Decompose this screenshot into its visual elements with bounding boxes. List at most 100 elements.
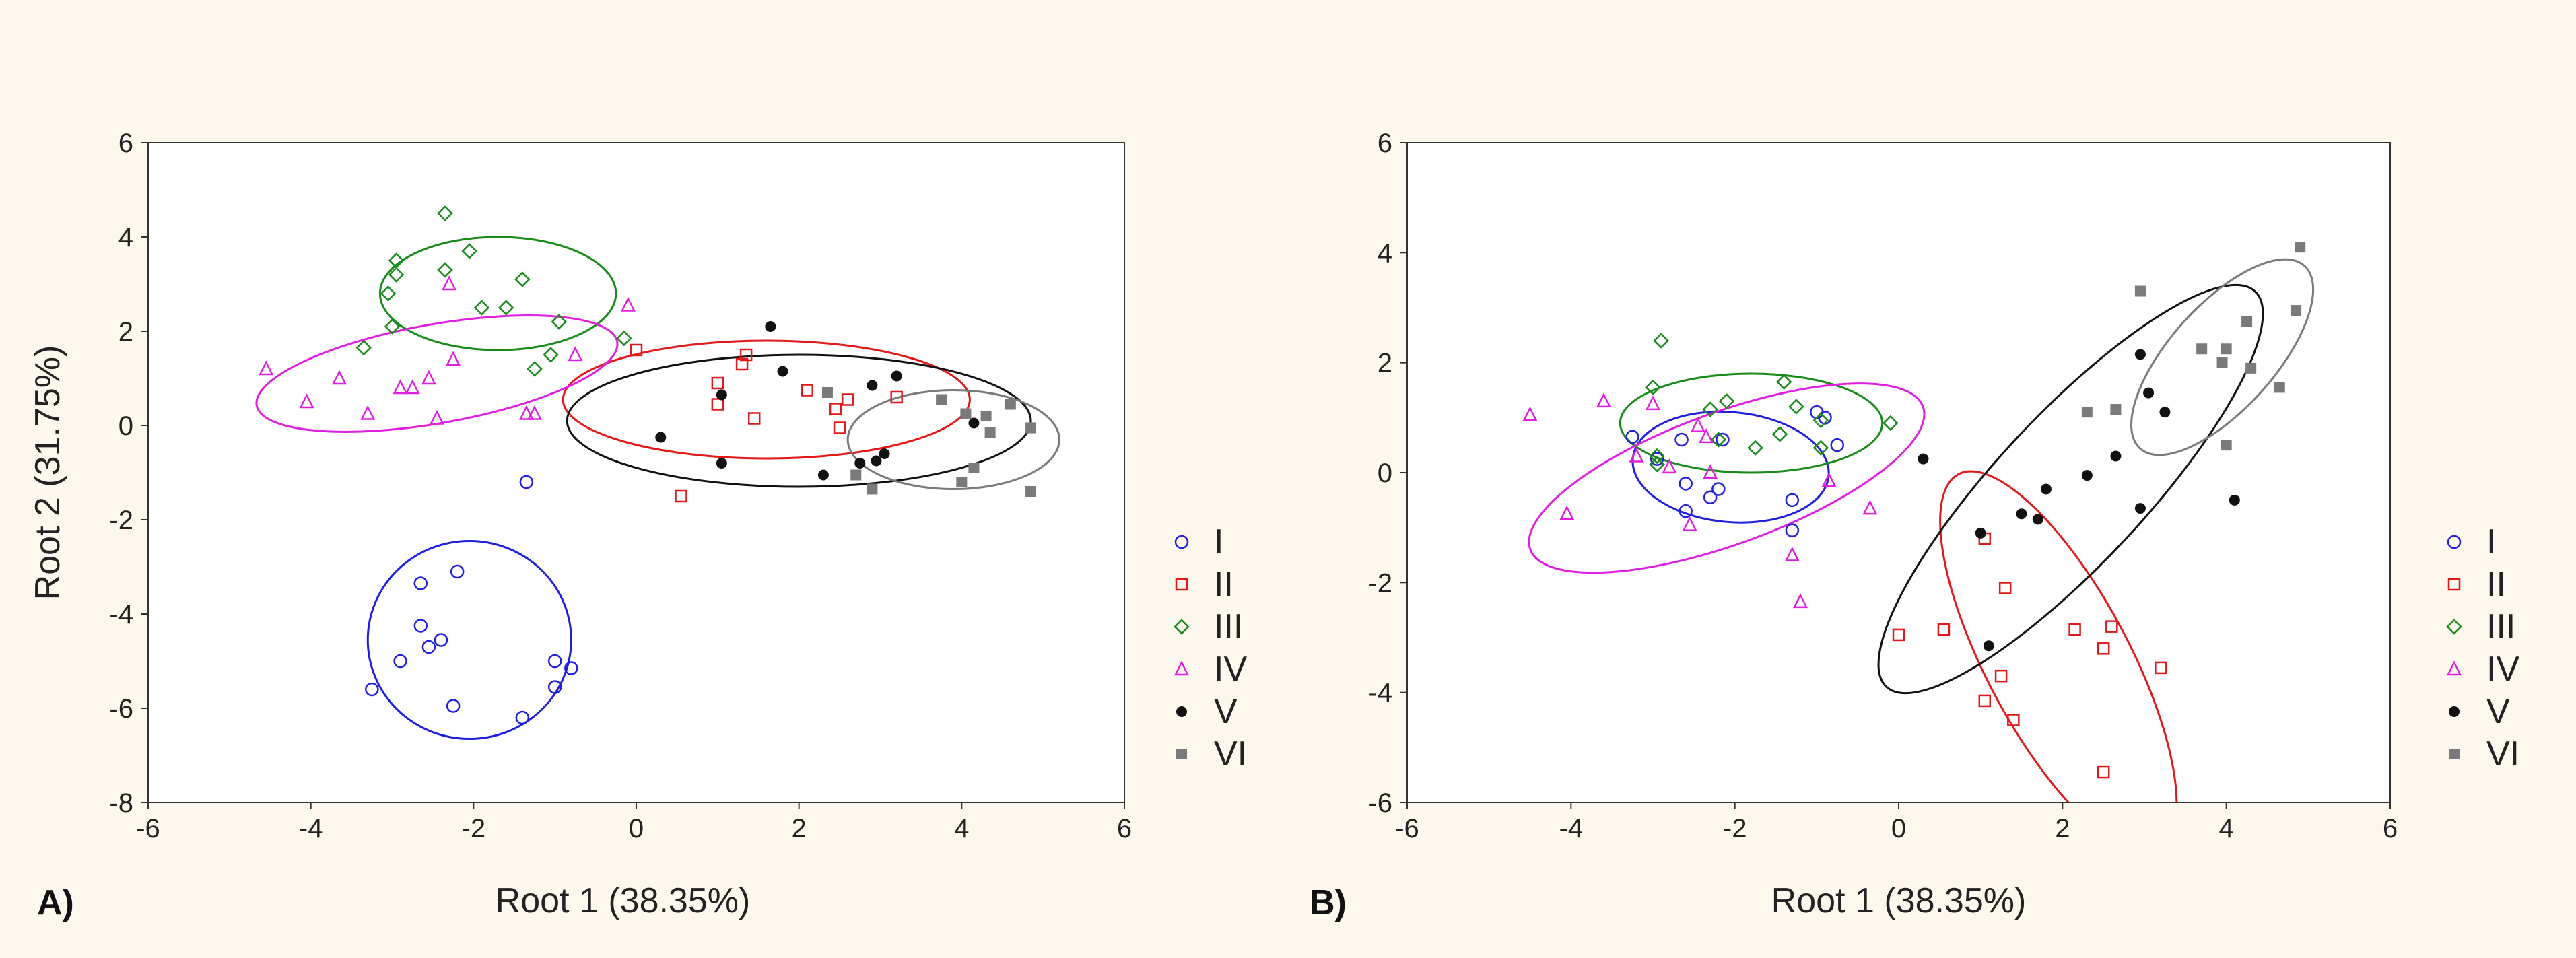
legend-item-iii: III	[1174, 607, 1243, 646]
data-point	[446, 699, 461, 713]
data-point	[1025, 422, 1037, 434]
data-point	[1718, 393, 1735, 409]
x-tick-label: 6	[1117, 814, 1132, 844]
data-point	[259, 360, 274, 376]
x-tick-label: 4	[954, 814, 969, 844]
legend-item-v: V	[2449, 692, 2510, 731]
data-point	[519, 475, 534, 489]
series-iv	[1522, 392, 1878, 609]
data-point	[2068, 623, 2081, 636]
series-vi	[2081, 242, 2306, 451]
confidence-ellipse-iii	[378, 236, 617, 351]
data-point	[854, 458, 866, 469]
series-iii	[355, 205, 632, 377]
data-point	[2159, 407, 2171, 418]
legend-item-v: V	[1176, 692, 1238, 731]
data-point	[527, 361, 543, 377]
data-point	[777, 366, 788, 377]
data-point	[1662, 458, 1677, 474]
y-tick-label: 4	[118, 223, 133, 252]
data-point	[891, 370, 902, 382]
data-point	[299, 393, 314, 409]
data-point	[527, 405, 542, 420]
data-point	[1710, 432, 1727, 448]
data-point	[2221, 440, 2232, 451]
data-point	[1998, 582, 2012, 594]
data-point	[421, 370, 436, 385]
confidence-ellipse-v	[1877, 283, 2264, 695]
legend-item-i: I	[1174, 522, 1223, 561]
plot-area	[1406, 142, 2391, 803]
data-point	[429, 409, 444, 425]
data-point	[405, 379, 420, 395]
data-point	[2110, 450, 2122, 462]
data-point	[331, 370, 347, 385]
y-tick-label: 2	[1378, 349, 1392, 378]
data-point	[450, 564, 465, 579]
legend-marker	[1174, 619, 1190, 635]
data-point	[1682, 516, 1697, 531]
data-point	[2007, 714, 2020, 726]
data-point	[547, 654, 562, 669]
series-ii	[630, 343, 903, 503]
data-point	[1892, 628, 1905, 642]
x-tick-label: -2	[462, 814, 486, 844]
data-point	[968, 463, 980, 473]
data-point	[1975, 527, 1986, 539]
data-point	[841, 393, 854, 406]
data-point	[1862, 500, 1878, 515]
x-tick-label: 2	[792, 814, 807, 844]
y-tick-label: -6	[109, 694, 133, 724]
legend-marker	[2447, 535, 2462, 549]
data-point	[1649, 448, 1665, 465]
data-point	[564, 661, 578, 675]
data-point	[1994, 669, 2008, 683]
data-point	[817, 469, 829, 481]
data-point	[1559, 505, 1575, 520]
data-point	[1711, 482, 1726, 496]
legend-label: II	[1214, 565, 1233, 604]
data-point	[956, 477, 968, 487]
y-tick-label: 6	[1378, 129, 1392, 158]
data-point	[2134, 285, 2146, 297]
panel-label: B)	[1310, 883, 1347, 922]
x-tick-label: 2	[2055, 814, 2070, 844]
data-point	[437, 205, 453, 221]
y-tick-label: 0	[1378, 458, 1392, 488]
data-point	[1703, 490, 1718, 504]
y-tick-label: -8	[109, 788, 133, 818]
data-point	[551, 314, 567, 330]
y-tick-label: 4	[1378, 238, 1392, 268]
data-point	[355, 339, 372, 356]
data-point	[1775, 374, 1792, 390]
data-point	[739, 348, 753, 362]
y-tick-label: 0	[118, 411, 133, 441]
legend-marker	[2449, 706, 2460, 717]
series-vi	[821, 387, 1037, 497]
legend-marker	[2446, 619, 2462, 635]
data-point	[2105, 620, 2118, 633]
plot-area	[147, 142, 1125, 803]
series-v	[655, 321, 980, 481]
data-point	[2081, 470, 2093, 481]
legend-marker	[1174, 535, 1189, 549]
y-tick-label: -2	[1368, 568, 1392, 598]
confidence-ellipse-i	[366, 540, 572, 740]
data-point	[547, 680, 562, 694]
data-point	[1596, 392, 1612, 408]
legend-label: V	[1214, 692, 1238, 731]
data-point	[620, 296, 636, 312]
data-point	[1653, 333, 1669, 349]
y-tick-label: -2	[109, 506, 133, 535]
data-point	[2216, 357, 2228, 368]
data-point	[2196, 343, 2208, 355]
data-point	[867, 380, 878, 391]
data-point	[380, 285, 397, 302]
data-point	[801, 384, 813, 397]
data-point	[1788, 399, 1804, 415]
x-axis-title: Root 1 (38.35%)	[496, 881, 751, 920]
legend-label: IV	[2486, 650, 2519, 689]
data-point	[1650, 452, 1664, 466]
data-point	[735, 357, 749, 371]
